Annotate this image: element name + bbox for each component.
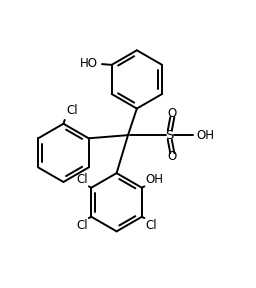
Text: O: O bbox=[168, 150, 177, 163]
Text: OH: OH bbox=[146, 173, 164, 186]
Text: Cl: Cl bbox=[146, 219, 157, 232]
Text: O: O bbox=[168, 107, 177, 120]
Text: OH: OH bbox=[196, 129, 214, 142]
Text: Cl: Cl bbox=[76, 173, 88, 186]
Text: Cl: Cl bbox=[76, 219, 88, 232]
Text: HO: HO bbox=[80, 57, 98, 70]
Text: Cl: Cl bbox=[66, 105, 78, 118]
Text: S: S bbox=[166, 129, 174, 142]
